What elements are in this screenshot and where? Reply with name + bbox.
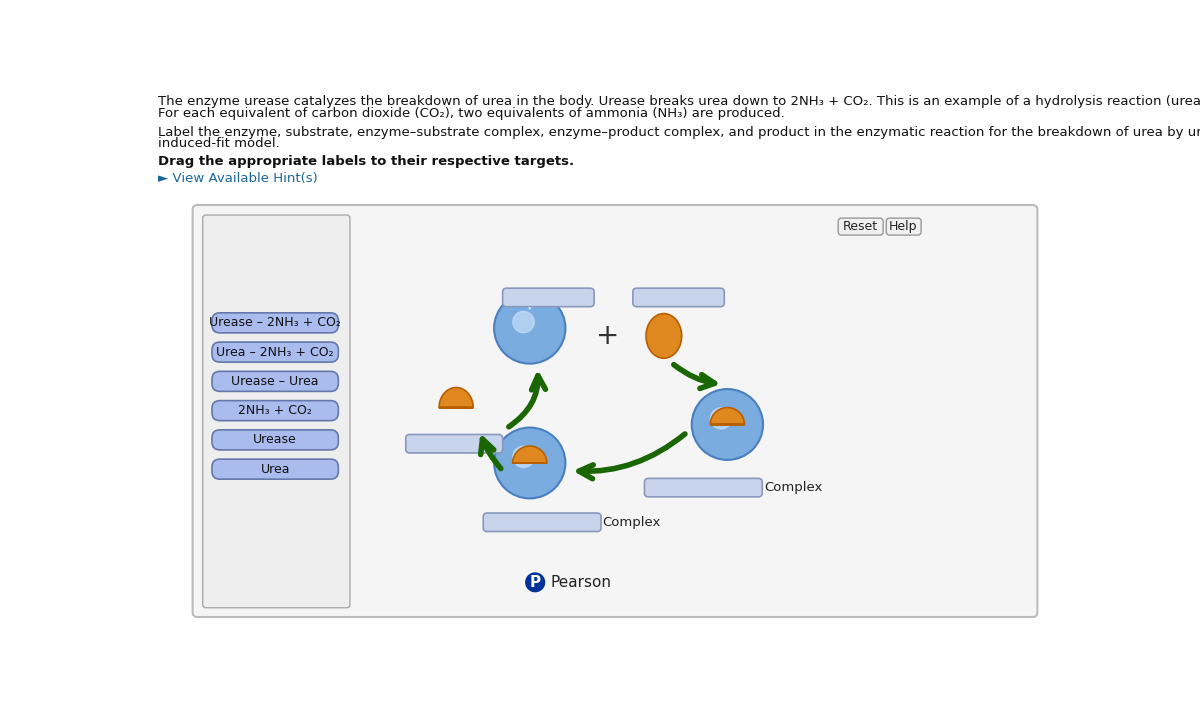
Text: 2NH₃ + CO₂: 2NH₃ + CO₂ (239, 404, 312, 417)
Text: ► View Available Hint(s): ► View Available Hint(s) (157, 172, 318, 185)
FancyBboxPatch shape (406, 435, 503, 453)
FancyBboxPatch shape (839, 218, 883, 235)
FancyBboxPatch shape (503, 288, 594, 307)
Circle shape (526, 573, 545, 593)
Text: Label the enzyme, substrate, enzyme–substrate complex, enzyme–product complex, a: Label the enzyme, substrate, enzyme–subs… (157, 126, 1200, 139)
FancyBboxPatch shape (632, 288, 725, 307)
FancyBboxPatch shape (203, 215, 350, 608)
FancyBboxPatch shape (212, 371, 338, 391)
Text: For each equivalent of carbon dioxide (CO₂), two equivalents of ammonia (NH₃) ar: For each equivalent of carbon dioxide (C… (157, 107, 785, 120)
FancyBboxPatch shape (212, 430, 338, 450)
Text: Urease – Urea: Urease – Urea (232, 375, 319, 388)
Text: Urease: Urease (253, 433, 298, 446)
FancyBboxPatch shape (212, 459, 338, 479)
Text: +: + (595, 322, 619, 350)
Polygon shape (516, 291, 542, 310)
FancyBboxPatch shape (212, 313, 338, 333)
Text: Help: Help (889, 220, 918, 233)
Circle shape (512, 446, 534, 468)
FancyBboxPatch shape (887, 218, 922, 235)
Circle shape (512, 311, 534, 333)
FancyBboxPatch shape (212, 342, 338, 362)
FancyBboxPatch shape (484, 513, 601, 531)
Text: Urea – 2NH₃ + CO₂: Urea – 2NH₃ + CO₂ (216, 346, 334, 358)
FancyBboxPatch shape (212, 401, 338, 421)
FancyBboxPatch shape (193, 205, 1037, 617)
Circle shape (494, 293, 565, 363)
Text: Urea: Urea (260, 463, 290, 476)
Polygon shape (710, 408, 744, 425)
Text: Urease – 2NH₃ + CO₂: Urease – 2NH₃ + CO₂ (209, 316, 341, 329)
Text: P: P (529, 575, 541, 590)
Text: Drag the appropriate labels to their respective targets.: Drag the appropriate labels to their res… (157, 155, 574, 168)
Text: Complex: Complex (764, 481, 822, 494)
Circle shape (710, 408, 732, 429)
Text: The enzyme urease catalyzes the breakdown of urea in the body. Urease breaks ure: The enzyme urease catalyzes the breakdow… (157, 95, 1200, 108)
Polygon shape (512, 446, 547, 463)
Polygon shape (439, 388, 473, 408)
Ellipse shape (646, 313, 682, 358)
Text: Pearson: Pearson (551, 575, 612, 590)
FancyBboxPatch shape (644, 478, 762, 497)
Text: Reset: Reset (844, 220, 878, 233)
Text: Complex: Complex (602, 516, 661, 529)
Circle shape (691, 389, 763, 460)
Text: induced-fit model.: induced-fit model. (157, 137, 280, 150)
Circle shape (494, 428, 565, 498)
